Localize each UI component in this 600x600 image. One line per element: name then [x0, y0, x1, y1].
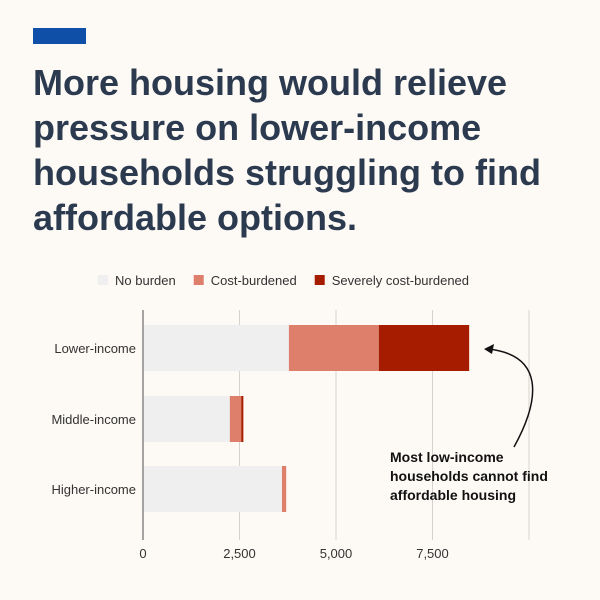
legend-label: Cost-burdened — [211, 273, 297, 288]
accent-bar — [33, 28, 86, 44]
page-title: More housing would relieve pressure on l… — [33, 62, 541, 238]
bar-segment — [241, 396, 244, 442]
arrowhead-icon — [484, 344, 494, 354]
annotation-text: affordable housing — [390, 487, 516, 503]
legend-swatch — [193, 275, 204, 285]
x-tick-label: 5,000 — [320, 546, 353, 561]
legend-label: No burden — [115, 273, 176, 288]
x-tick-label: 0 — [139, 546, 146, 561]
annotation-text: households cannot find — [390, 468, 548, 484]
legend-swatch — [98, 275, 108, 285]
x-tick-label: 7,500 — [416, 546, 449, 561]
category-label: Middle-income — [51, 412, 136, 427]
bar-segment — [143, 466, 282, 512]
bar-segment — [143, 396, 230, 442]
category-label: Lower-income — [54, 341, 136, 356]
bar-segment — [143, 325, 289, 371]
x-tick-label: 2,500 — [223, 546, 256, 561]
bar-segment — [229, 396, 242, 442]
bar-segment — [281, 466, 287, 512]
legend-swatch — [314, 275, 325, 285]
annotation-arrow — [487, 348, 534, 448]
bar-segment — [288, 325, 379, 371]
annotation-text: Most low-income — [390, 449, 504, 465]
category-label: Higher-income — [51, 482, 136, 497]
legend-label: Severely cost-burdened — [332, 273, 469, 288]
bar-segment — [378, 325, 470, 371]
